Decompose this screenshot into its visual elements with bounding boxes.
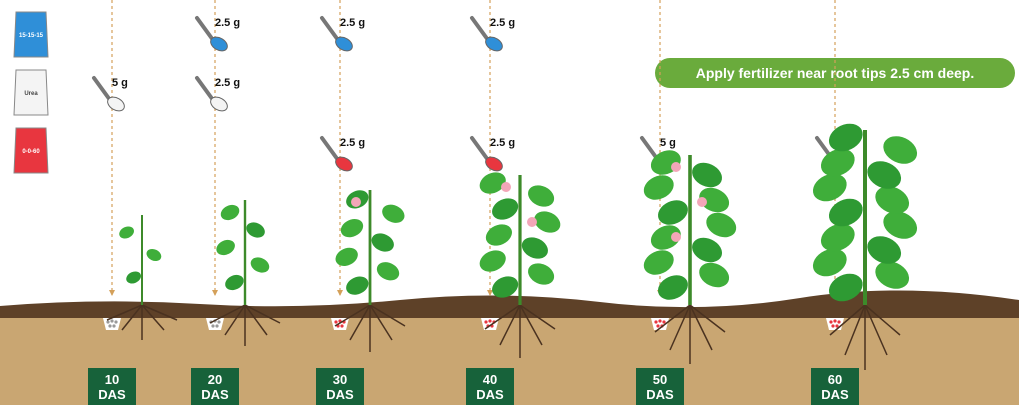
spoon-handle [322, 138, 338, 160]
leaf [525, 259, 558, 289]
guide-arrow [487, 290, 493, 296]
granule [488, 319, 491, 322]
day-unit: DAS [821, 387, 849, 402]
granule [334, 320, 337, 323]
granule [112, 324, 115, 327]
leaf [248, 255, 271, 276]
granule [114, 320, 117, 323]
spoon-handle [472, 18, 488, 40]
day-number: 40 [483, 372, 497, 387]
leaf [824, 118, 867, 156]
dose-label: 5 g [112, 77, 128, 89]
day-unit: DAS [201, 387, 229, 402]
leaf [343, 273, 371, 298]
leaf [218, 202, 241, 223]
dose-label: 2.5 g [340, 17, 365, 29]
leaf [333, 244, 361, 269]
flower [527, 217, 537, 227]
dose-label: 2.5 g [490, 137, 515, 149]
granule [211, 324, 214, 327]
dose-label: 2.5 g [490, 17, 515, 29]
leaf [145, 247, 164, 264]
spoon-handle [197, 18, 213, 40]
granule [662, 320, 665, 323]
granule [831, 324, 834, 327]
day-unit: DAS [326, 387, 354, 402]
leaf [117, 224, 136, 241]
leaf [702, 208, 740, 242]
granule [656, 324, 659, 327]
bag-label: 15-15-15 [19, 33, 44, 39]
granule [217, 320, 220, 323]
page: {"bags": [ {"label": "15-15-15", "color"… [0, 0, 1019, 405]
flower [351, 197, 361, 207]
leaf [369, 230, 397, 255]
flower [501, 182, 511, 192]
spoon-handle [94, 78, 110, 100]
leaf [374, 259, 402, 284]
spoon-handle [322, 18, 338, 40]
granule [108, 324, 111, 327]
granule [658, 319, 661, 322]
day-number: 50 [653, 372, 667, 387]
dose-label: 2.5 g [215, 17, 240, 29]
granule [484, 320, 487, 323]
spoon-handle [197, 78, 213, 100]
leaf [518, 233, 551, 263]
granule [340, 324, 343, 327]
day-unit: DAS [98, 387, 126, 402]
leaf [654, 271, 692, 305]
granule [106, 320, 109, 323]
leaf [482, 220, 515, 250]
granule [833, 319, 836, 322]
guide-arrow [109, 290, 115, 296]
leaf [244, 220, 267, 241]
flower [697, 197, 707, 207]
leaf [223, 272, 246, 293]
day-number: 30 [333, 372, 347, 387]
leaf [489, 194, 522, 224]
leaf [688, 158, 726, 192]
day-unit: DAS [476, 387, 504, 402]
spoon-handle [472, 138, 488, 160]
granule [829, 320, 832, 323]
guide-arrow [212, 290, 218, 296]
leaf [338, 216, 366, 241]
bag-label: 0-0-60 [22, 149, 40, 155]
leaf [214, 237, 237, 258]
granule [837, 320, 840, 323]
granule [654, 320, 657, 323]
leaf [379, 201, 407, 226]
dose-label: 2.5 g [215, 77, 240, 89]
flower [671, 232, 681, 242]
day-number: 10 [105, 372, 119, 387]
day-number: 20 [208, 372, 222, 387]
leaf [640, 246, 678, 280]
leaf [688, 233, 726, 267]
diagram: Apply fertilizer near root tips 2.5 cm d… [0, 0, 1019, 405]
guide-arrow [337, 290, 343, 296]
leaf [525, 181, 558, 211]
dose-label: 5 g [660, 137, 676, 149]
leaf [476, 246, 509, 276]
leaf [695, 258, 733, 292]
flower [671, 162, 681, 172]
leaf [640, 171, 678, 205]
granule [110, 319, 113, 322]
granule [215, 324, 218, 327]
day-number: 60 [828, 372, 842, 387]
dose-label: 2.5 g [340, 137, 365, 149]
leaf [124, 269, 143, 286]
day-unit: DAS [646, 387, 674, 402]
bag-label: Urea [24, 91, 38, 97]
